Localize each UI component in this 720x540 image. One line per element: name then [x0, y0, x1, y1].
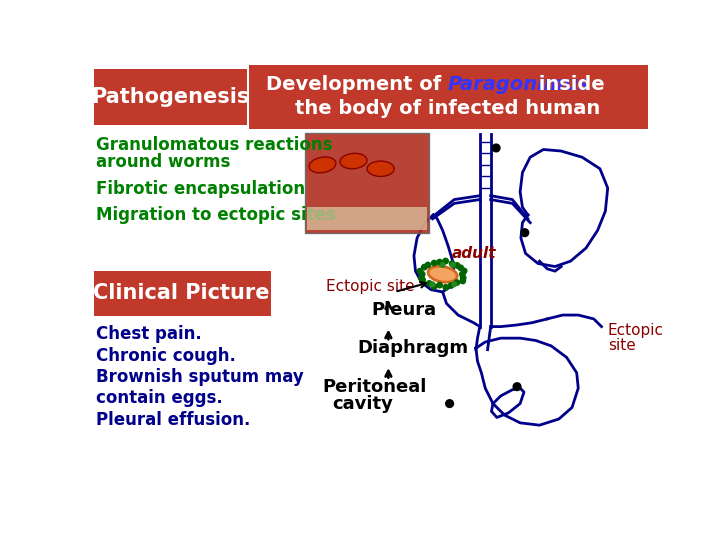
Text: Migration to ectopic sites: Migration to ectopic sites: [96, 206, 336, 224]
Circle shape: [426, 262, 431, 268]
Text: cavity: cavity: [333, 395, 393, 413]
Circle shape: [462, 268, 467, 274]
FancyBboxPatch shape: [94, 271, 271, 316]
Circle shape: [449, 283, 454, 288]
Text: Brownish sputum may
contain eggs.: Brownish sputum may contain eggs.: [96, 368, 304, 407]
Text: the body of infected human: the body of infected human: [295, 99, 600, 118]
Circle shape: [437, 259, 442, 265]
Text: Development of: Development of: [266, 75, 448, 93]
Circle shape: [431, 284, 437, 289]
Text: Ectopic: Ectopic: [608, 323, 664, 338]
Circle shape: [420, 272, 425, 277]
Text: Fibrotic encapsulation: Fibrotic encapsulation: [96, 180, 305, 198]
Circle shape: [492, 144, 500, 152]
Text: around worms: around worms: [96, 153, 230, 171]
Circle shape: [441, 262, 445, 267]
Circle shape: [437, 282, 442, 288]
Circle shape: [446, 400, 454, 408]
Text: Pathogenesis: Pathogenesis: [91, 87, 249, 107]
Text: Clinical Picture: Clinical Picture: [93, 284, 270, 303]
Text: Granulomatous reactions: Granulomatous reactions: [96, 137, 333, 154]
Text: Chronic cough.: Chronic cough.: [96, 347, 236, 364]
Circle shape: [431, 260, 437, 266]
Circle shape: [459, 272, 465, 277]
Text: Diaphragm: Diaphragm: [357, 339, 469, 357]
Ellipse shape: [309, 157, 336, 173]
Circle shape: [418, 275, 424, 281]
Circle shape: [461, 275, 466, 281]
Circle shape: [513, 383, 521, 390]
Text: adult: adult: [452, 246, 496, 261]
Circle shape: [454, 280, 459, 285]
Circle shape: [451, 262, 455, 267]
Circle shape: [422, 265, 427, 270]
Ellipse shape: [340, 153, 367, 169]
FancyBboxPatch shape: [307, 207, 427, 231]
Circle shape: [454, 263, 460, 268]
Circle shape: [452, 282, 456, 287]
Circle shape: [443, 285, 449, 290]
Circle shape: [443, 258, 449, 264]
FancyBboxPatch shape: [249, 65, 648, 129]
FancyBboxPatch shape: [94, 69, 246, 125]
Text: inside: inside: [532, 75, 604, 93]
Circle shape: [449, 261, 455, 266]
Circle shape: [426, 281, 432, 286]
Text: Chest pain.: Chest pain.: [96, 325, 202, 343]
Text: Paragonimus: Paragonimus: [448, 75, 590, 93]
Text: Ectopic site: Ectopic site: [326, 279, 415, 294]
Ellipse shape: [367, 161, 394, 177]
Ellipse shape: [428, 266, 457, 282]
Circle shape: [460, 278, 465, 284]
Circle shape: [418, 268, 423, 274]
FancyBboxPatch shape: [305, 132, 429, 233]
Text: Pleural effusion.: Pleural effusion.: [96, 411, 251, 429]
Text: site: site: [608, 339, 636, 353]
Text: Pleura: Pleura: [372, 301, 436, 319]
Circle shape: [420, 278, 426, 283]
Text: Peritoneal: Peritoneal: [323, 377, 427, 396]
Circle shape: [458, 265, 464, 271]
Circle shape: [521, 229, 528, 237]
Circle shape: [431, 282, 435, 287]
